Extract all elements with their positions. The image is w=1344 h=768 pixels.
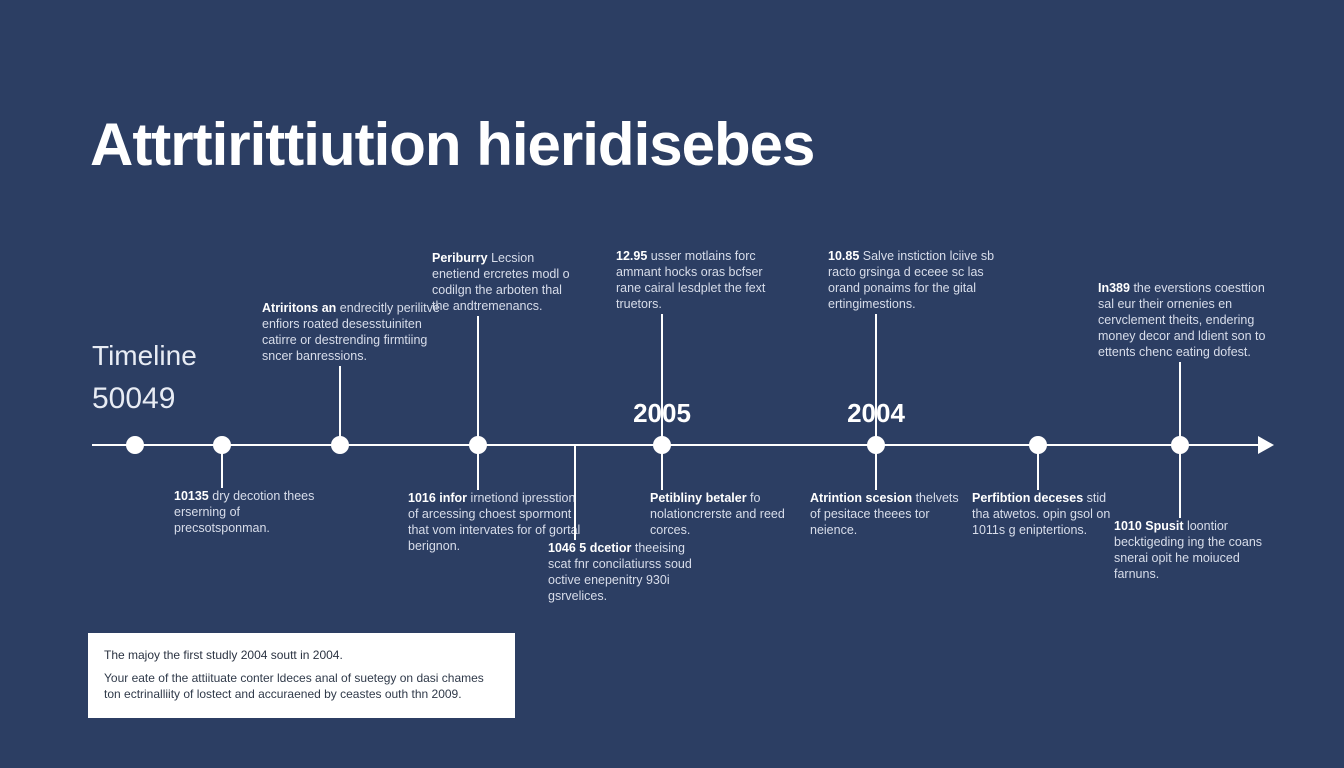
timeline-annotation: 1010 Spusit loontior becktigeding ing th…: [1114, 518, 1264, 582]
timeline-annotation: Perfibtion deceses stid tha atwetos. opi…: [972, 490, 1122, 538]
timeline-connector: [1179, 446, 1181, 518]
timeline-connector: [477, 446, 479, 490]
annotation-lead: Petibliny betaler: [650, 491, 747, 505]
timeline-connector: [661, 314, 663, 444]
timeline-connector: [574, 446, 576, 540]
timeline-annotation: In389 the everstions coesttion sal eur t…: [1098, 280, 1278, 360]
annotation-lead: 1016 infor: [408, 491, 467, 505]
timeline-axis-arrowhead: [1258, 436, 1274, 454]
timeline-start-year: 50049: [92, 382, 175, 416]
timeline-annotation: Petibliny betaler fo nolationcrerste and…: [650, 490, 800, 538]
timeline-connector: [1179, 362, 1181, 444]
page-title: Attrtirittiution hieridisebes: [90, 110, 814, 179]
footer-note-box: The majoy the first studly 2004 soutt in…: [88, 633, 515, 718]
timeline-connector: [661, 446, 663, 490]
annotation-lead: 1046 5 dcetior: [548, 541, 631, 555]
timeline-axis: [92, 444, 1260, 446]
timeline-connector: [1037, 446, 1039, 490]
timeline-connector: [477, 316, 479, 444]
annotation-lead: 10.85: [828, 249, 859, 263]
annotation-lead: Perfibtion deceses: [972, 491, 1083, 505]
timeline-annotation: Atriritons an endrecitly perilitve enfio…: [262, 300, 442, 364]
timeline-connector: [875, 314, 877, 444]
timeline-annotation: Periburry Lecsion enetiend ercretes modl…: [432, 250, 582, 314]
annotation-lead: 12.95: [616, 249, 647, 263]
annotation-lead: 10135: [174, 489, 209, 503]
annotation-lead: In389: [1098, 281, 1130, 295]
timeline-annotation: 1046 5 dcetior theeising scat fnr concil…: [548, 540, 698, 604]
timeline-annotation: Atrintion scesion thelvets of pesitace t…: [810, 490, 960, 538]
annotation-lead: Atrintion scesion: [810, 491, 912, 505]
timeline-connector: [221, 446, 223, 488]
timeline-annotation: 10135 dry decotion thees erserning of pr…: [174, 488, 324, 536]
footer-line-2: Your eate of the attiituate conter ldece…: [104, 670, 499, 702]
footer-line-1: The majoy the first studly 2004 soutt in…: [104, 647, 499, 663]
annotation-lead: Periburry: [432, 251, 488, 265]
timeline-node-dot: [126, 436, 144, 454]
timeline-connector: [339, 366, 341, 444]
annotation-lead: 1010 Spusit: [1114, 519, 1183, 533]
annotation-lead: Atriritons an: [262, 301, 336, 315]
timeline-annotation: 10.85 Salve instiction lciive sb racto g…: [828, 248, 1008, 312]
timeline-label: Timeline: [92, 340, 197, 372]
timeline-annotation: 12.95 usser motlains forc ammant hocks o…: [616, 248, 766, 312]
timeline-connector: [875, 446, 877, 490]
